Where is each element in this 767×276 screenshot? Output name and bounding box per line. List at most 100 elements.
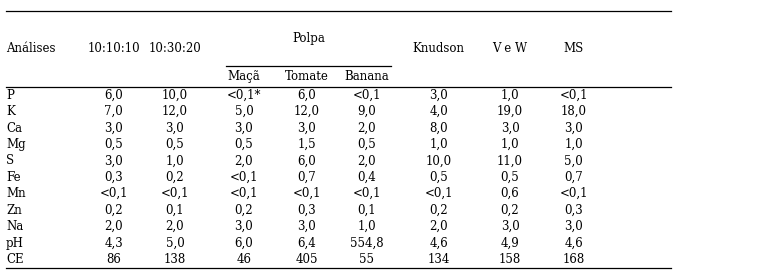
Text: <0,1: <0,1	[559, 187, 588, 200]
Text: 0,3: 0,3	[104, 171, 123, 184]
Text: 405: 405	[295, 253, 318, 266]
Text: 158: 158	[499, 253, 522, 266]
Text: <0,1: <0,1	[559, 89, 588, 102]
Text: 0,5: 0,5	[357, 138, 376, 151]
Text: <0,1: <0,1	[424, 187, 453, 200]
Text: 18,0: 18,0	[561, 105, 587, 118]
Text: 134: 134	[427, 253, 450, 266]
Text: 6,4: 6,4	[298, 237, 316, 250]
Text: 554,8: 554,8	[350, 237, 384, 250]
Text: 46: 46	[236, 253, 252, 266]
Text: 3,0: 3,0	[430, 89, 448, 102]
Text: 4,3: 4,3	[104, 237, 123, 250]
Text: Banana: Banana	[344, 70, 389, 83]
Text: Mn: Mn	[6, 187, 26, 200]
Text: 11,0: 11,0	[497, 154, 523, 168]
Text: 6,0: 6,0	[235, 237, 253, 250]
Text: 7,0: 7,0	[104, 105, 123, 118]
Text: 4,6: 4,6	[565, 237, 583, 250]
Text: MS: MS	[564, 43, 584, 55]
Text: 5,0: 5,0	[235, 105, 253, 118]
Text: Knudson: Knudson	[413, 43, 465, 55]
Text: Mg: Mg	[6, 138, 26, 151]
Text: CE: CE	[6, 253, 24, 266]
Text: 3,0: 3,0	[298, 121, 316, 134]
Text: 1,0: 1,0	[501, 89, 519, 102]
Text: 2,0: 2,0	[166, 220, 184, 233]
Text: 3,0: 3,0	[298, 220, 316, 233]
Text: 0,5: 0,5	[166, 138, 184, 151]
Text: 0,1: 0,1	[166, 204, 184, 217]
Text: Fe: Fe	[6, 171, 21, 184]
Text: 1,0: 1,0	[501, 138, 519, 151]
Text: 3,0: 3,0	[501, 220, 519, 233]
Text: <0,1: <0,1	[160, 187, 189, 200]
Text: Tomate: Tomate	[285, 70, 329, 83]
Text: 19,0: 19,0	[497, 105, 523, 118]
Text: 8,0: 8,0	[430, 121, 448, 134]
Text: 0,5: 0,5	[235, 138, 253, 151]
Text: 0,5: 0,5	[501, 171, 519, 184]
Text: 0,1: 0,1	[357, 204, 376, 217]
Text: 10,0: 10,0	[162, 89, 188, 102]
Text: Polpa: Polpa	[292, 32, 325, 45]
Text: 0,7: 0,7	[298, 171, 316, 184]
Text: 0,6: 0,6	[501, 187, 519, 200]
Text: <0,1: <0,1	[352, 187, 381, 200]
Text: 1,0: 1,0	[565, 138, 583, 151]
Text: K: K	[6, 105, 15, 118]
Text: Análises: Análises	[6, 43, 56, 55]
Text: 3,0: 3,0	[501, 121, 519, 134]
Text: 5,0: 5,0	[166, 237, 184, 250]
Text: 10:10:10: 10:10:10	[87, 43, 140, 55]
Text: 2,0: 2,0	[357, 154, 376, 168]
Text: 0,2: 0,2	[235, 204, 253, 217]
Text: Ca: Ca	[6, 121, 22, 134]
Text: 0,5: 0,5	[430, 171, 448, 184]
Text: 1,5: 1,5	[298, 138, 316, 151]
Text: 168: 168	[562, 253, 585, 266]
Text: 0,4: 0,4	[357, 171, 376, 184]
Text: 0,5: 0,5	[104, 138, 123, 151]
Text: <0,1: <0,1	[292, 187, 321, 200]
Text: <0,1*: <0,1*	[227, 89, 261, 102]
Text: 0,2: 0,2	[430, 204, 448, 217]
Text: 4,6: 4,6	[430, 237, 448, 250]
Text: 3,0: 3,0	[104, 121, 123, 134]
Text: 1,0: 1,0	[357, 220, 376, 233]
Text: 0,3: 0,3	[565, 204, 583, 217]
Text: 3,0: 3,0	[235, 220, 253, 233]
Text: 86: 86	[106, 253, 121, 266]
Text: 10,0: 10,0	[426, 154, 452, 168]
Text: 0,2: 0,2	[166, 171, 184, 184]
Text: Maçã: Maçã	[228, 70, 260, 83]
Text: 2,0: 2,0	[357, 121, 376, 134]
Text: 4,0: 4,0	[430, 105, 448, 118]
Text: 138: 138	[163, 253, 186, 266]
Text: 4,9: 4,9	[501, 237, 519, 250]
Text: 2,0: 2,0	[430, 220, 448, 233]
Text: <0,1: <0,1	[99, 187, 128, 200]
Text: 6,0: 6,0	[298, 89, 316, 102]
Text: 0,3: 0,3	[298, 204, 316, 217]
Text: 0,2: 0,2	[104, 204, 123, 217]
Text: 3,0: 3,0	[235, 121, 253, 134]
Text: 2,0: 2,0	[235, 154, 253, 168]
Text: 3,0: 3,0	[166, 121, 184, 134]
Text: 12,0: 12,0	[294, 105, 320, 118]
Text: 1,0: 1,0	[430, 138, 448, 151]
Text: pH: pH	[6, 237, 24, 250]
Text: 12,0: 12,0	[162, 105, 188, 118]
Text: P: P	[6, 89, 14, 102]
Text: 3,0: 3,0	[104, 154, 123, 168]
Text: 1,0: 1,0	[166, 154, 184, 168]
Text: 3,0: 3,0	[565, 121, 583, 134]
Text: 5,0: 5,0	[565, 154, 583, 168]
Text: 10:30:20: 10:30:20	[149, 43, 201, 55]
Text: Zn: Zn	[6, 204, 22, 217]
Text: <0,1: <0,1	[352, 89, 381, 102]
Text: 2,0: 2,0	[104, 220, 123, 233]
Text: 55: 55	[359, 253, 374, 266]
Text: 9,0: 9,0	[357, 105, 376, 118]
Text: 0,2: 0,2	[501, 204, 519, 217]
